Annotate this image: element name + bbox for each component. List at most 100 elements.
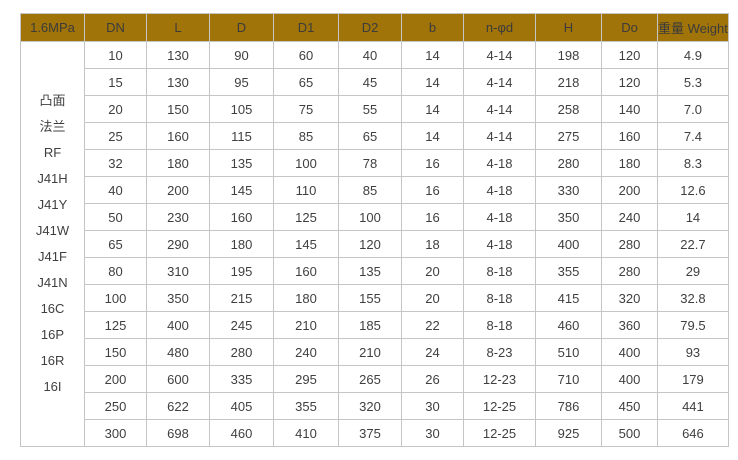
cell-d1: 210 bbox=[273, 311, 339, 339]
cell-d1: 110 bbox=[273, 176, 339, 204]
cell-l: 160 bbox=[146, 122, 210, 150]
cell-d: 105 bbox=[209, 95, 274, 123]
cell-l: 480 bbox=[146, 338, 210, 366]
cell-d1: 75 bbox=[273, 95, 339, 123]
table-row: 65 290 180 145 120 18 4-18 400 280 22.7 bbox=[21, 230, 729, 258]
cell-l: 130 bbox=[146, 68, 210, 96]
cell-dn: 10 bbox=[84, 41, 147, 69]
table-row: 50 230 160 125 100 16 4-18 350 240 14 bbox=[21, 203, 729, 231]
cell-b: 20 bbox=[401, 284, 464, 312]
series-label-line: J41W bbox=[35, 223, 70, 238]
cell-d2: 320 bbox=[338, 392, 402, 420]
cell-d1: 355 bbox=[273, 392, 339, 420]
cell-do: 280 bbox=[601, 230, 658, 258]
cell-d2: 210 bbox=[338, 338, 402, 366]
cell-dn: 50 bbox=[84, 203, 147, 231]
header-row: 1.6MPa DN L D D1 D2 b n-φd H Do 重量 Weigh… bbox=[20, 13, 729, 42]
table-row: 100 350 215 180 155 20 8-18 415 320 32.8 bbox=[21, 284, 729, 312]
cell-dn: 250 bbox=[84, 392, 147, 420]
cell-b: 30 bbox=[401, 392, 464, 420]
cell-d2: 155 bbox=[338, 284, 402, 312]
cell-b: 14 bbox=[401, 41, 464, 69]
cell-n-phi-d: 8-18 bbox=[463, 257, 536, 285]
cell-weight: 4.9 bbox=[657, 41, 729, 69]
header-n-phi-d: n-φd bbox=[463, 13, 536, 42]
cell-d: 245 bbox=[209, 311, 274, 339]
cell-dn: 25 bbox=[84, 122, 147, 150]
cell-dn: 40 bbox=[84, 176, 147, 204]
cell-d: 405 bbox=[209, 392, 274, 420]
cell-h: 400 bbox=[535, 230, 602, 258]
cell-d: 160 bbox=[209, 203, 274, 231]
cell-b: 14 bbox=[401, 122, 464, 150]
cell-do: 400 bbox=[601, 338, 658, 366]
cell-do: 280 bbox=[601, 257, 658, 285]
cell-weight: 22.7 bbox=[657, 230, 729, 258]
cell-b: 20 bbox=[401, 257, 464, 285]
cell-d2: 265 bbox=[338, 365, 402, 393]
cell-do: 120 bbox=[601, 41, 658, 69]
cell-weight: 79.5 bbox=[657, 311, 729, 339]
cell-b: 30 bbox=[401, 419, 464, 447]
cell-d1: 60 bbox=[273, 41, 339, 69]
cell-h: 198 bbox=[535, 41, 602, 69]
cell-b: 16 bbox=[401, 149, 464, 177]
cell-dn: 200 bbox=[84, 365, 147, 393]
cell-d2: 78 bbox=[338, 149, 402, 177]
header-dn: DN bbox=[84, 13, 147, 42]
cell-d1: 100 bbox=[273, 149, 339, 177]
cell-n-phi-d: 4-14 bbox=[463, 95, 536, 123]
cell-d1: 410 bbox=[273, 419, 339, 447]
cell-l: 400 bbox=[146, 311, 210, 339]
cell-h: 460 bbox=[535, 311, 602, 339]
cell-l: 600 bbox=[146, 365, 210, 393]
cell-l: 290 bbox=[146, 230, 210, 258]
table-row: 15 130 95 65 45 14 4-14 218 120 5.3 bbox=[21, 68, 729, 96]
cell-do: 500 bbox=[601, 419, 658, 447]
table-row: 40 200 145 110 85 16 4-18 330 200 12.6 bbox=[21, 176, 729, 204]
cell-dn: 32 bbox=[84, 149, 147, 177]
series-label-line: 法兰 bbox=[39, 119, 66, 134]
cell-l: 350 bbox=[146, 284, 210, 312]
series-label-line: 凸面 bbox=[39, 93, 66, 108]
cell-do: 450 bbox=[601, 392, 658, 420]
table-row: 125 400 245 210 185 22 8-18 460 360 79.5 bbox=[21, 311, 729, 339]
header-d1: D1 bbox=[273, 13, 339, 42]
series-label-line: J41N bbox=[37, 275, 68, 290]
series-label-line: 16R bbox=[40, 353, 65, 368]
cell-h: 355 bbox=[535, 257, 602, 285]
cell-weight: 7.4 bbox=[657, 122, 729, 150]
cell-d2: 85 bbox=[338, 176, 402, 204]
cell-d2: 120 bbox=[338, 230, 402, 258]
cell-n-phi-d: 4-18 bbox=[463, 176, 536, 204]
cell-h: 710 bbox=[535, 365, 602, 393]
cell-l: 698 bbox=[146, 419, 210, 447]
cell-b: 22 bbox=[401, 311, 464, 339]
cell-n-phi-d: 4-18 bbox=[463, 203, 536, 231]
cell-dn: 15 bbox=[84, 68, 147, 96]
cell-d: 145 bbox=[209, 176, 274, 204]
header-weight: 重量 Weight bbox=[657, 13, 729, 42]
cell-n-phi-d: 12-23 bbox=[463, 365, 536, 393]
cell-d1: 180 bbox=[273, 284, 339, 312]
cell-weight: 441 bbox=[657, 392, 729, 420]
cell-d2: 135 bbox=[338, 257, 402, 285]
table-row: 250 622 405 355 320 30 12-25 786 450 441 bbox=[21, 392, 729, 420]
cell-h: 510 bbox=[535, 338, 602, 366]
cell-do: 140 bbox=[601, 95, 658, 123]
cell-b: 14 bbox=[401, 68, 464, 96]
header-d: D bbox=[209, 13, 274, 42]
cell-d1: 125 bbox=[273, 203, 339, 231]
cell-d: 180 bbox=[209, 230, 274, 258]
cell-d1: 65 bbox=[273, 68, 339, 96]
table-row: 凸面 法兰 RF J41H J41Y J41W J41F J41N 16C 16P 16R 16I 10… bbox=[20, 41, 729, 447]
cell-d2: 185 bbox=[338, 311, 402, 339]
series-label-line: 16P bbox=[40, 327, 65, 342]
cell-d1: 240 bbox=[273, 338, 339, 366]
cell-n-phi-d: 12-25 bbox=[463, 419, 536, 447]
cell-d1: 295 bbox=[273, 365, 339, 393]
cell-weight: 93 bbox=[657, 338, 729, 366]
cell-dn: 20 bbox=[84, 95, 147, 123]
cell-d2: 65 bbox=[338, 122, 402, 150]
